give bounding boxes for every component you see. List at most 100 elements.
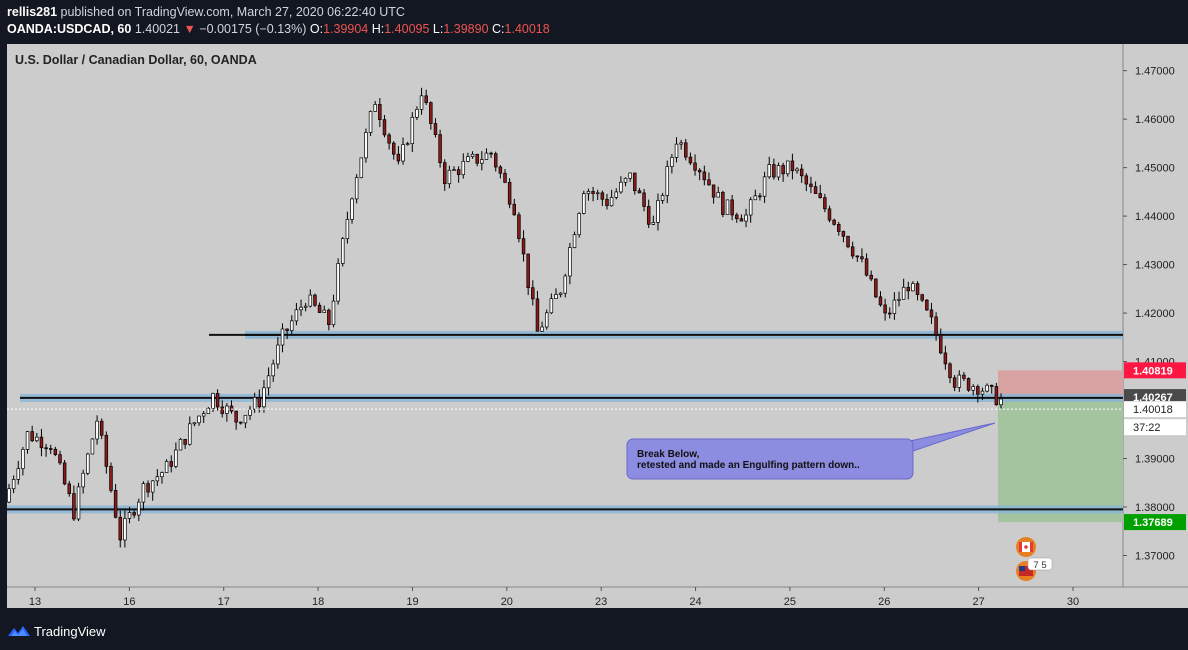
candle-body[interactable]: [442, 162, 447, 185]
candle-body[interactable]: [503, 172, 507, 183]
candle-body[interactable]: [359, 157, 364, 179]
candle-body[interactable]: [544, 312, 549, 328]
candle-body[interactable]: [475, 153, 479, 164]
candle-body[interactable]: [674, 143, 679, 158]
candle-body[interactable]: [137, 501, 141, 516]
price-chart[interactable]: U.S. Dollar / Canadian Dollar, 60, OANDA…: [0, 44, 1188, 613]
candle-body[interactable]: [860, 256, 864, 260]
candle-body[interactable]: [336, 263, 340, 302]
candle-body[interactable]: [262, 387, 266, 408]
candle-body[interactable]: [30, 431, 34, 442]
candle-body[interactable]: [716, 192, 720, 198]
time-axis-area[interactable]: [7, 587, 1188, 608]
candle-body[interactable]: [697, 169, 702, 173]
candle-body[interactable]: [225, 405, 229, 414]
candle-body[interactable]: [16, 468, 21, 480]
candle-body[interactable]: [558, 292, 563, 295]
candle-body[interactable]: [623, 177, 628, 183]
candle-body[interactable]: [294, 309, 299, 322]
candle-body[interactable]: [215, 393, 220, 408]
candle-body[interactable]: [925, 299, 929, 311]
candle-body[interactable]: [827, 208, 832, 221]
candle-body[interactable]: [929, 309, 934, 318]
candle-body[interactable]: [535, 298, 540, 332]
candle-body[interactable]: [651, 222, 656, 225]
candle-body[interactable]: [633, 172, 637, 192]
candle-body[interactable]: [906, 286, 911, 292]
candle-body[interactable]: [470, 153, 475, 157]
candle-body[interactable]: [378, 104, 382, 121]
candle-body[interactable]: [572, 234, 577, 248]
candle-body[interactable]: [322, 309, 326, 313]
candle-body[interactable]: [985, 384, 989, 392]
candle-body[interactable]: [837, 224, 841, 232]
candle-body[interactable]: [220, 406, 224, 414]
candle-body[interactable]: [762, 176, 767, 197]
candle-body[interactable]: [739, 218, 744, 222]
candle-body[interactable]: [174, 449, 178, 467]
candle-body[interactable]: [943, 352, 948, 365]
candle-body[interactable]: [313, 294, 317, 306]
candle-body[interactable]: [911, 283, 915, 292]
candle-body[interactable]: [104, 434, 109, 467]
annotation-callout[interactable]: [626, 438, 914, 480]
candle-body[interactable]: [707, 179, 711, 186]
candle-body[interactable]: [67, 483, 72, 494]
candle-body[interactable]: [878, 296, 883, 306]
price-tag-timer[interactable]: [1124, 419, 1186, 436]
candle-body[interactable]: [271, 363, 275, 377]
candle-body[interactable]: [938, 334, 943, 354]
candle-body[interactable]: [526, 253, 530, 289]
candle-body[interactable]: [452, 169, 456, 171]
candle-body[interactable]: [62, 462, 67, 485]
candle-body[interactable]: [155, 476, 160, 482]
candle-body[interactable]: [415, 109, 419, 118]
candle-body[interactable]: [368, 111, 373, 133]
candle-body[interactable]: [841, 231, 846, 237]
price-axis-area[interactable]: [1123, 44, 1188, 587]
candle-body[interactable]: [211, 393, 215, 409]
candle-body[interactable]: [480, 159, 484, 164]
candle-body[interactable]: [823, 197, 827, 210]
candle-body[interactable]: [118, 516, 122, 541]
candle-body[interactable]: [586, 191, 591, 194]
candle-body[interactable]: [387, 134, 391, 144]
candle-body[interactable]: [317, 304, 322, 313]
candle-body[interactable]: [146, 483, 150, 493]
candle-body[interactable]: [679, 142, 683, 145]
candle-body[interactable]: [405, 143, 410, 145]
candle-body[interactable]: [169, 461, 173, 467]
candle-body[interactable]: [656, 200, 660, 223]
candle-body[interactable]: [971, 386, 975, 391]
candle-body[interactable]: [285, 328, 289, 331]
candle-body[interactable]: [498, 166, 503, 174]
candle-body[interactable]: [327, 309, 331, 326]
candle-body[interactable]: [730, 199, 734, 216]
candle-body[interactable]: [252, 396, 257, 410]
stop-loss-zone[interactable]: [998, 370, 1123, 398]
candle-body[interactable]: [382, 119, 387, 136]
candle-body[interactable]: [192, 422, 197, 425]
candle-body[interactable]: [688, 156, 693, 164]
candle-body[interactable]: [901, 286, 906, 300]
candle-body[interactable]: [874, 278, 878, 298]
candle-body[interactable]: [76, 486, 81, 520]
candle-body[interactable]: [628, 172, 632, 179]
candle-body[interactable]: [201, 413, 206, 417]
candle-body[interactable]: [123, 518, 127, 541]
candle-body[interactable]: [248, 408, 252, 416]
candle-body[interactable]: [776, 165, 781, 178]
candle-body[interactable]: [141, 483, 146, 503]
take-profit-zone[interactable]: [998, 397, 1123, 523]
candle-body[interactable]: [563, 275, 568, 294]
candle-body[interactable]: [424, 95, 428, 103]
candle-body[interactable]: [350, 198, 354, 220]
candle-body[interactable]: [758, 195, 762, 198]
candle-body[interactable]: [813, 186, 818, 194]
candle-body[interactable]: [642, 192, 646, 207]
candle-body[interactable]: [341, 238, 345, 264]
candle-body[interactable]: [266, 375, 271, 389]
candle-body[interactable]: [804, 175, 809, 185]
candle-body[interactable]: [109, 466, 113, 491]
candle-body[interactable]: [582, 193, 586, 214]
